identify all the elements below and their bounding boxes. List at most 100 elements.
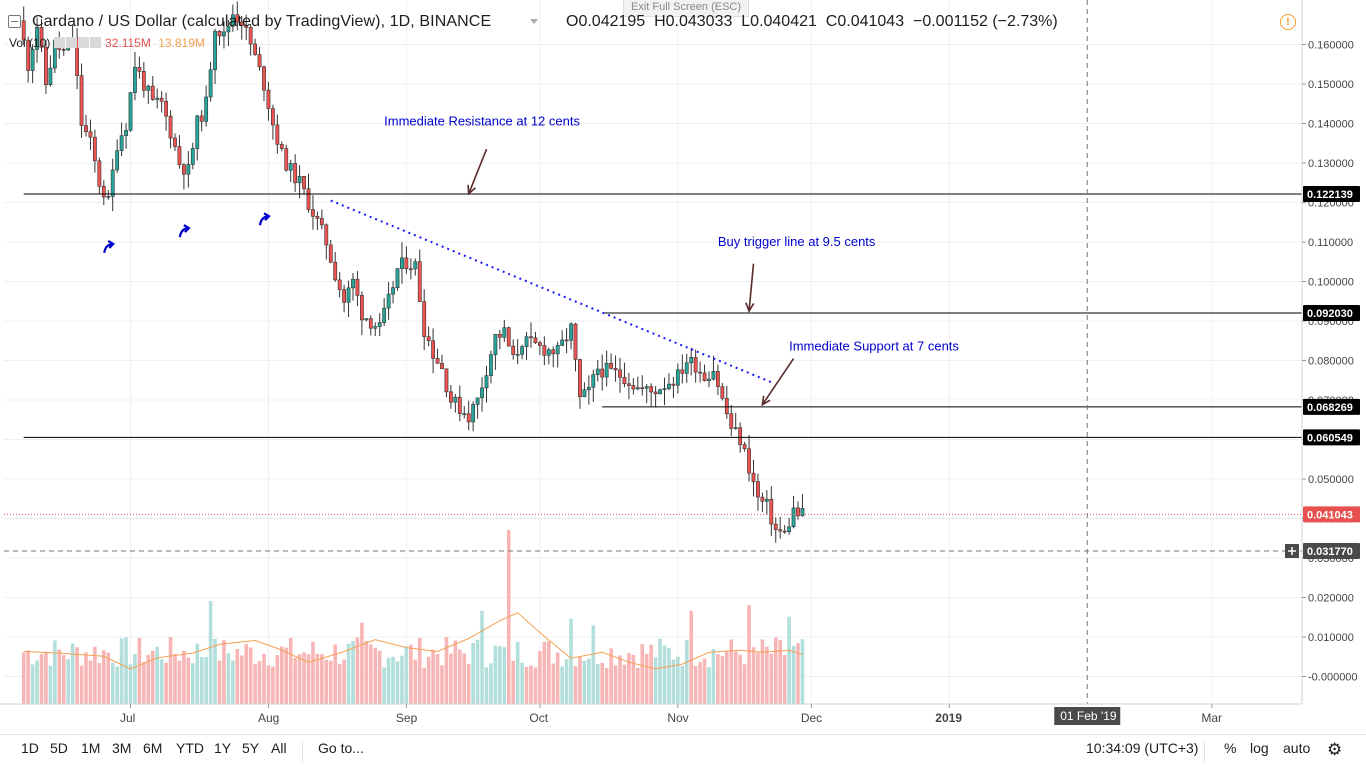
candle-body (756, 481, 760, 498)
time-axis-tick-label: 2019 (935, 711, 962, 725)
candle-body (213, 30, 217, 71)
level-price-tag-background (1303, 304, 1360, 321)
volume-bar (360, 622, 364, 704)
volume-bar (435, 654, 440, 704)
volume-bar (676, 656, 680, 704)
gear-icon[interactable]: ⚙ (1327, 740, 1343, 759)
volume-bar (337, 663, 342, 704)
volume-bar (733, 651, 738, 704)
volume-bar (124, 637, 128, 704)
candle-body (480, 387, 484, 399)
candle-body (729, 413, 734, 429)
volume-bar (751, 647, 756, 704)
alert-circle-icon[interactable]: ! (1280, 14, 1296, 30)
symbol-title[interactable]: Cardano / US Dollar (calculated by Tradi… (32, 13, 492, 30)
volume-bar (88, 660, 93, 704)
candle-body (511, 345, 516, 355)
range-ytd[interactable]: YTD (176, 740, 204, 756)
volume-bar (288, 637, 293, 704)
candle-body (84, 125, 88, 133)
last-price-tag-background (1303, 506, 1360, 523)
volume-bar (102, 650, 106, 704)
range-5y[interactable]: 5Y (242, 740, 260, 756)
candle-body (324, 224, 329, 246)
volume-bar (146, 654, 151, 704)
volume-bar (61, 655, 66, 704)
log-toggle[interactable]: log (1250, 740, 1269, 756)
candle-body (133, 66, 137, 93)
range-all[interactable]: All (271, 740, 287, 756)
candle-body (400, 257, 404, 269)
candle-body (524, 336, 529, 347)
annotation-label: Immediate Resistance at 12 cents (384, 113, 580, 128)
candle-body (248, 27, 253, 45)
volume-bar (453, 640, 458, 704)
candle-body (626, 383, 631, 386)
volume-bar (404, 646, 409, 704)
volume-bar (484, 667, 489, 704)
candle-body (35, 26, 39, 50)
candle-body (609, 362, 614, 369)
volume-bar (547, 641, 551, 704)
candle-body (101, 185, 106, 198)
candle-body (26, 39, 31, 71)
candle-body (61, 49, 66, 51)
price-axis-tick-label: 0.130000 (1308, 158, 1354, 170)
volume-bar (302, 652, 306, 704)
volume-bar (644, 653, 649, 704)
plus-icon (1288, 547, 1296, 556)
candle-body (751, 472, 756, 482)
goto-button[interactable]: Go to... (318, 740, 364, 756)
volume-bar (191, 663, 195, 704)
volume-bar (520, 662, 524, 704)
price-axis-tick-label: 0.050000 (1308, 474, 1354, 486)
eye-icon[interactable] (53, 37, 65, 48)
volume-bar (159, 659, 164, 704)
volume-bar (311, 641, 315, 704)
volume-bar (97, 663, 102, 704)
candle-body (21, 20, 26, 41)
range-6m[interactable]: 6M (143, 740, 163, 756)
candle-body (359, 295, 364, 321)
settings-small-icon[interactable] (65, 37, 77, 48)
exit-fullscreen-button[interactable]: Exit Full Screen (ESC) (623, 0, 749, 17)
volume-bar (333, 644, 337, 704)
volume-bar (75, 647, 79, 704)
volume-bar (493, 645, 498, 704)
minus-square-icon[interactable] (8, 15, 21, 28)
candle-body (342, 289, 347, 303)
range-1y[interactable]: 1Y (214, 740, 232, 756)
auto-toggle[interactable]: auto (1283, 740, 1311, 756)
candle-body (462, 413, 467, 415)
volume-bar (604, 668, 609, 704)
volume-bar (538, 651, 542, 704)
candle-body (569, 323, 573, 341)
trendline (330, 199, 772, 384)
time-axis-tick-label: Oct (529, 711, 548, 725)
candle-body (622, 376, 627, 385)
candle-body (395, 268, 400, 288)
candle-body (533, 337, 538, 344)
candle-body (591, 374, 596, 388)
range-5d[interactable]: 5D (50, 740, 68, 756)
price-chart[interactable]: Immediate Resistance at 12 cents Buy trig… (0, 0, 1366, 734)
percent-toggle[interactable]: % (1224, 740, 1237, 756)
candle-body (640, 387, 645, 390)
range-1m[interactable]: 1M (81, 740, 101, 756)
close-small-icon[interactable] (77, 37, 89, 48)
volume-bar (600, 662, 604, 704)
range-3m[interactable]: 3M (112, 740, 132, 756)
volume-bar (756, 652, 760, 704)
volume-bar (502, 647, 507, 704)
volume-bar (689, 610, 693, 704)
candle-body (226, 26, 231, 33)
chevron-down-icon[interactable] (530, 19, 538, 24)
volume-bar (653, 657, 658, 704)
more-icon[interactable] (89, 37, 101, 48)
candle-body (742, 444, 747, 450)
range-1d[interactable]: 1D (21, 740, 39, 756)
candle-body (529, 336, 533, 339)
level-price-tag: 0.068269 (1307, 402, 1353, 414)
volume-bar (400, 655, 404, 704)
change-value: −0.001152 (−2.73%) (912, 13, 1058, 30)
